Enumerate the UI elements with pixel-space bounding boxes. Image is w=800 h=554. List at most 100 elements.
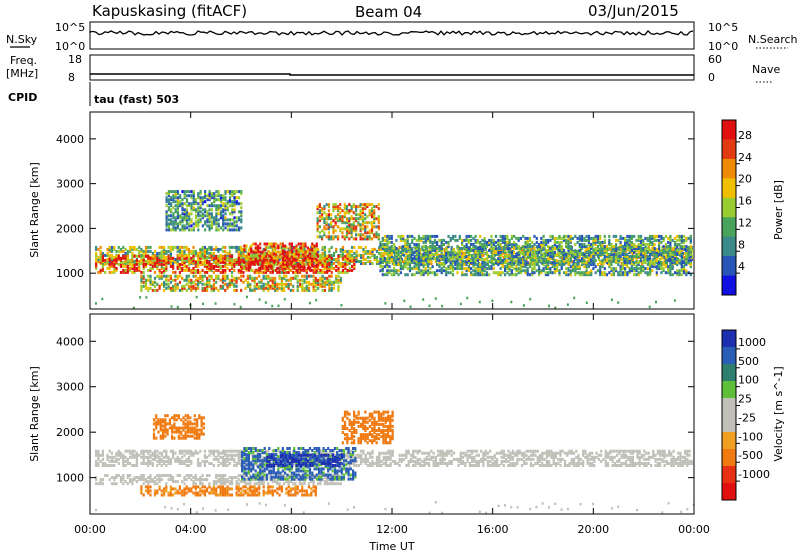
heatmap-cell [626, 253, 629, 256]
heatmap-cell [639, 267, 643, 271]
heatmap-cell [339, 276, 342, 280]
heatmap-cell [262, 256, 265, 260]
heatmap-cell [142, 274, 145, 278]
heatmap-cell [417, 265, 421, 269]
heatmap-cell [222, 210, 225, 214]
heatmap-cell [359, 237, 362, 241]
heatmap-cell [270, 252, 273, 256]
heatmap-cell [406, 257, 409, 261]
heatmap-cell [450, 247, 453, 251]
heatmap-cell [288, 254, 291, 258]
heatmap-cell [124, 262, 127, 265]
heatmap-cell [560, 245, 563, 248]
heatmap-cell [655, 271, 658, 275]
heatmap-cell [215, 254, 218, 258]
heatmap-cell [210, 214, 213, 218]
heatmap-cell [235, 220, 238, 224]
heatmap-cell [381, 245, 384, 248]
heatmap-cell [222, 228, 225, 232]
heatmap-cell [427, 236, 430, 240]
heatmap-cell [174, 200, 177, 204]
heatmap-cell [215, 226, 218, 230]
heatmap-cell [133, 268, 136, 272]
heatmap-cell [174, 284, 177, 288]
heatmap-cell [194, 251, 197, 255]
heatmap-cell [628, 257, 631, 261]
heatmap-cell [176, 210, 179, 214]
heatmap-cell [590, 263, 593, 267]
heatmap-cell [438, 269, 441, 273]
heatmap-cell [408, 257, 412, 261]
heatmap-cell [355, 217, 358, 221]
heatmap-cell [133, 245, 136, 249]
heatmap-cell [664, 255, 667, 258]
heatmap-cell [362, 253, 365, 257]
heatmap-cell [233, 198, 236, 202]
heatmap-cell [346, 251, 349, 255]
heatmap-cell [226, 251, 229, 255]
heatmap-cell [264, 274, 268, 278]
heatmap-cell [576, 265, 579, 269]
heatmap-cell [275, 250, 278, 254]
heatmap-cell [289, 276, 292, 280]
heatmap-cell [490, 240, 493, 244]
heatmap-cell [383, 243, 387, 246]
heatmap-cell [366, 215, 369, 219]
heatmap-cell [95, 266, 98, 270]
heatmap-cell [628, 238, 631, 242]
heatmap-cell [307, 286, 311, 290]
heatmap-cell [506, 259, 509, 263]
heatmap-cell [465, 251, 468, 254]
heatmap-cell [644, 267, 647, 271]
heatmap-cell [492, 271, 495, 275]
heatmap-cell [608, 243, 611, 246]
heatmap-cell [163, 260, 166, 264]
heatmap-cell [188, 214, 191, 218]
heatmap-cell [612, 245, 615, 248]
heatmap-cell [398, 245, 401, 249]
heatmap-cell [156, 288, 159, 292]
heatmap-cell [535, 240, 538, 244]
heatmap-cell [438, 247, 441, 250]
heatmap-cell [172, 198, 175, 202]
heatmap-cell [181, 266, 184, 270]
heatmap-cell [553, 269, 556, 273]
heatmap-cell [510, 259, 513, 263]
heatmap-cell [267, 276, 270, 280]
heatmap-cell [474, 269, 477, 273]
heatmap-cell [261, 250, 264, 254]
heatmap-cell [429, 267, 432, 271]
heatmap-cell [262, 274, 265, 278]
heatmap-cell [280, 288, 283, 292]
heatmap-cell [167, 260, 170, 264]
heatmap-cell [192, 249, 195, 253]
heatmap-cell [366, 225, 369, 229]
heatmap-cell [178, 262, 181, 266]
heatmap-cell [456, 238, 459, 242]
heatmap-cell [353, 266, 356, 270]
heatmap-cell [531, 257, 534, 261]
heatmap-cell [323, 284, 326, 288]
heatmap-cell [279, 264, 282, 268]
heatmap-cell [510, 243, 513, 246]
heatmap-cell [313, 246, 316, 250]
heatmap-cell [621, 253, 624, 256]
heatmap-cell [169, 274, 172, 278]
heatmap-cell [172, 245, 175, 249]
freq-unit-label: [MHz] [6, 67, 38, 80]
heatmap-cell [271, 270, 274, 274]
heatmap-cell [203, 260, 206, 264]
heatmap-cell [608, 259, 611, 263]
heatmap-cell [558, 240, 561, 244]
heatmap-cell [612, 267, 615, 271]
heatmap-cell [221, 260, 225, 264]
heatmap-cell [479, 267, 482, 271]
heatmap-cell [451, 269, 455, 273]
heatmap-cell [160, 274, 163, 278]
heatmap-cell [265, 262, 269, 266]
heatmap-cell [231, 222, 234, 226]
heatmap-cell [327, 203, 330, 207]
heatmap-cell [399, 261, 402, 265]
heatmap-cell [101, 262, 104, 265]
heatmap-cell [456, 255, 459, 258]
